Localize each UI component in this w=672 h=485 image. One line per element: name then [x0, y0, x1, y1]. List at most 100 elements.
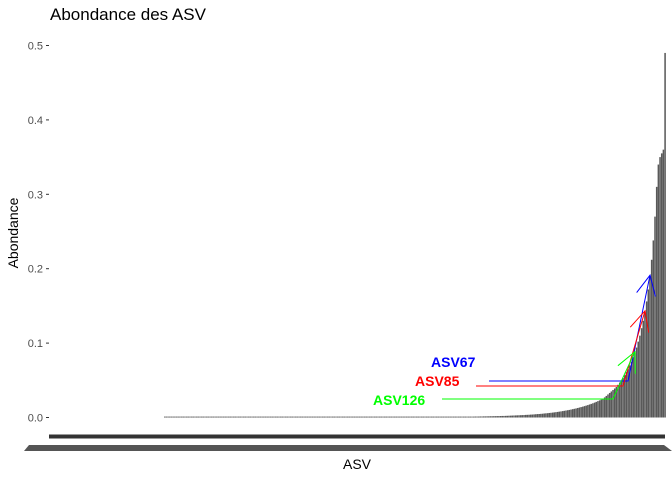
y-tick-label: 0.3: [28, 189, 43, 201]
bar: [385, 416, 388, 418]
bar: [565, 410, 567, 418]
bar: [187, 416, 190, 418]
bar: [271, 416, 273, 418]
bar: [605, 395, 608, 418]
bar: [425, 416, 428, 418]
bar: [232, 416, 235, 418]
bar: [608, 392, 611, 418]
bar: [299, 416, 302, 418]
bar: [231, 416, 233, 418]
bar: [177, 416, 179, 418]
bar: [291, 416, 294, 418]
bar: [392, 416, 394, 418]
bar: [486, 416, 488, 418]
bar: [212, 416, 215, 418]
annotation-arrow-line: [476, 310, 646, 387]
bar: [654, 216, 656, 418]
bar: [313, 416, 315, 418]
bar: [451, 416, 453, 418]
bar: [175, 416, 178, 418]
bar: [533, 414, 535, 418]
bar: [360, 416, 362, 418]
bar: [383, 416, 386, 418]
bar: [566, 410, 569, 418]
bar: [622, 378, 624, 418]
annotation-arrow-line: [442, 351, 636, 400]
bar: [170, 416, 173, 418]
bar: [400, 416, 403, 418]
bar: [325, 416, 327, 418]
bar: [639, 335, 641, 418]
x-axis-title: ASV: [343, 456, 372, 472]
bar: [456, 416, 458, 418]
bar: [444, 416, 446, 418]
y-tick-label: 0.5: [28, 41, 43, 53]
bar: [308, 416, 310, 418]
bar: [407, 416, 409, 418]
bar: [399, 416, 401, 418]
bar: [434, 416, 436, 418]
bar: [635, 347, 638, 418]
x-tick-labels-overplotted: [24, 445, 672, 451]
bar: [467, 416, 470, 418]
bar: [372, 416, 374, 418]
bar: [296, 416, 299, 418]
bar: [538, 414, 540, 418]
bar: [457, 416, 460, 418]
bar: [655, 186, 658, 418]
bar: [328, 416, 331, 418]
bar: [298, 416, 300, 418]
bar: [464, 416, 467, 418]
bar: [377, 416, 379, 418]
bar: [540, 413, 542, 418]
bar: [358, 416, 361, 418]
bar: [439, 416, 441, 418]
bar: [410, 416, 413, 418]
bar: [523, 415, 525, 418]
bar: [305, 416, 307, 418]
bar: [348, 416, 351, 418]
bar: [259, 416, 262, 418]
x-tick-marks: [49, 434, 665, 439]
bar: [484, 416, 487, 418]
bar: [634, 352, 636, 418]
bar: [357, 416, 359, 418]
bar: [427, 416, 430, 418]
bar: [279, 416, 282, 418]
bar: [612, 389, 614, 418]
bar: [251, 416, 253, 418]
bar: [513, 415, 515, 418]
bar: [592, 403, 594, 418]
bar: [446, 416, 448, 418]
bar: [241, 416, 243, 418]
bar: [610, 391, 613, 418]
bar: [441, 416, 443, 418]
bar: [602, 398, 604, 418]
bar: [479, 416, 482, 418]
bar: [528, 414, 530, 418]
bar: [530, 414, 532, 418]
bar: [269, 416, 272, 418]
bar: [466, 416, 468, 418]
bar: [256, 416, 258, 418]
bar: [474, 416, 477, 418]
bar: [659, 157, 661, 418]
bar: [311, 416, 314, 418]
bar: [330, 416, 332, 418]
bar: [535, 414, 537, 418]
bar: [352, 416, 354, 418]
bar: [185, 416, 188, 418]
bar: [323, 416, 326, 418]
bar: [315, 416, 317, 418]
bar: [388, 416, 391, 418]
bar: [555, 412, 557, 418]
bar: [546, 413, 549, 418]
bar: [417, 416, 420, 418]
bar: [652, 240, 655, 418]
bar: [365, 416, 368, 418]
bar: [254, 416, 257, 418]
bar: [224, 416, 226, 418]
bar: [169, 416, 171, 418]
bar: [355, 416, 357, 418]
bar: [516, 415, 519, 418]
